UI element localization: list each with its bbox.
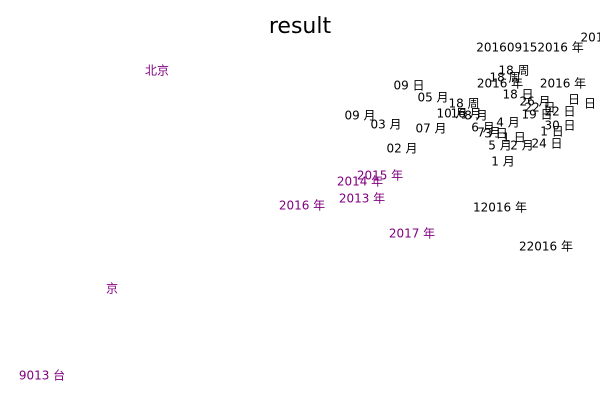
point-label: 2016 年 (540, 77, 586, 91)
point-label: 8 月 (464, 109, 487, 123)
point-label: 05 月 (417, 91, 448, 105)
point-label: 2014 年 (337, 175, 383, 189)
point-label: 201609152016 年 (476, 41, 583, 55)
point-label: 22016 年 (519, 240, 573, 254)
chart-title: result (269, 14, 332, 39)
point-label: 6 月 (471, 121, 494, 135)
point-label: 4 月 (496, 116, 519, 130)
point-label: 2017 年 (389, 227, 435, 241)
point-label: 北京 (145, 64, 169, 78)
point-label: 24 日 (531, 137, 562, 151)
point-label: 09 月 (344, 109, 375, 123)
point-label: 5 月 (488, 139, 511, 153)
point-label: 日 (584, 97, 596, 111)
point-label: 2013 年 (339, 192, 385, 206)
point-label: 18 日 (502, 88, 533, 102)
point-label: 1 日 (502, 131, 525, 145)
point-label: 19 日 (521, 108, 552, 122)
point-label: 18 周 (498, 64, 529, 78)
point-label: 07 月 (415, 122, 446, 136)
point-label: 日 (568, 93, 580, 107)
point-label: 22 日 (544, 105, 575, 119)
point-label: 09 日 (393, 79, 424, 93)
point-label: 2 月 (510, 139, 533, 153)
point-label: 02 月 (386, 142, 417, 156)
point-label: 18 周 (489, 71, 520, 85)
point-label: 1 月 (491, 155, 514, 169)
point-label: 03 月 (370, 118, 401, 132)
point-label: 9013 台 (19, 368, 65, 383)
point-label: 3 日 (484, 127, 507, 141)
point-label: 京 (106, 282, 118, 296)
point-label: 16 月 (450, 107, 481, 121)
point-label: 2015 年 (357, 169, 403, 183)
point-label: 201 (581, 31, 600, 45)
point-label: 7 月 (477, 126, 500, 140)
point-label: 2016 年 (279, 199, 325, 213)
point-label: 18 周 (448, 97, 479, 111)
point-label: 26 月 (519, 95, 550, 109)
point-label: 10 月 (436, 107, 467, 121)
point-label: 12016 年 (473, 201, 527, 215)
point-label: 30 日 (544, 119, 575, 133)
point-label: 2016 年 (477, 77, 523, 91)
point-label: 22 日 (524, 101, 555, 115)
point-label: 1 日 (540, 125, 563, 139)
